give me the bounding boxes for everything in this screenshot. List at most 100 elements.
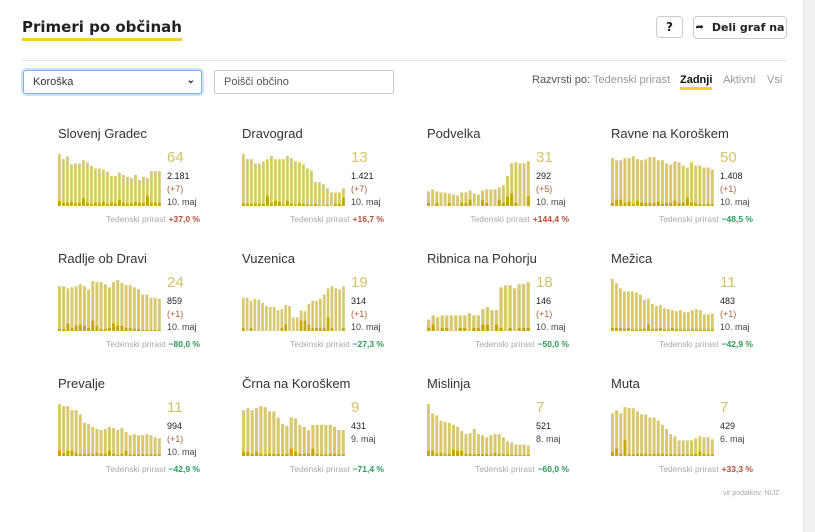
municipality-card[interactable]: Slovenj Gradec 64 2.181 (+7) 10. maj Tedenski… <box>58 126 238 236</box>
share-button[interactable]: ➦ Deli graf na <box>693 16 787 39</box>
last-date: 10. maj <box>351 197 381 207</box>
municipality-card[interactable]: Mežica 11 483 (+1) 10. maj Tedenski prirast −4… <box>611 251 791 361</box>
sparkline-bar-recent <box>640 453 644 456</box>
sparkline-bar <box>627 408 631 456</box>
sparkline-bar-recent <box>102 201 105 206</box>
municipality-card[interactable]: Muta 7 429 6. maj Tedenski prirast +33,3 % <box>611 376 791 486</box>
municipality-card[interactable]: Ribnica na Pohorju 18 146 (+1) 10. maj Tedens… <box>427 251 607 361</box>
sparkline-bar-recent <box>623 440 627 456</box>
sparkline-bar <box>149 297 153 331</box>
sparkline-bar <box>157 298 161 331</box>
sparkline-bar-recent <box>673 454 677 456</box>
weekly-growth: Tedenski prirast −27,3 % <box>290 339 384 349</box>
sparkline-bar-recent <box>116 325 120 331</box>
sparkline-bar <box>257 299 261 331</box>
sort-option-latest[interactable]: Zadnji <box>680 74 713 90</box>
sparkline-bar-recent <box>66 202 69 206</box>
sparkline-bar-recent <box>141 454 145 456</box>
sparkline-bar <box>314 182 317 206</box>
sparkline-bar <box>436 317 440 331</box>
sparkline-bar <box>258 163 261 206</box>
sparkline-bar <box>652 417 656 456</box>
sparkline-bar-recent <box>675 328 678 331</box>
active-cases: 18 <box>536 274 553 291</box>
sparkline-bar-recent <box>250 203 253 206</box>
sparkline-bar <box>427 191 430 206</box>
sparkline-bar <box>328 424 332 456</box>
sparkline-bar-recent <box>310 204 313 206</box>
sparkline-bar-recent <box>149 329 153 331</box>
sparkline-bar <box>635 292 638 331</box>
sparkline-bar <box>517 284 521 331</box>
municipality-card[interactable]: Vuzenica 19 314 (+1) 10. maj Tedenski prirast… <box>242 251 422 361</box>
sparkline-bar <box>468 190 472 206</box>
municipality-search-input[interactable]: Poišči občino <box>214 70 394 94</box>
sparkline-bar <box>242 297 245 331</box>
daily-delta: (+1) <box>167 309 184 319</box>
sparkline-bar-recent <box>681 202 685 206</box>
sparkline-bar <box>615 283 618 331</box>
sparkline-bar <box>683 312 686 331</box>
sparkline-bar <box>456 426 460 456</box>
sparkline-bar-recent <box>655 328 658 331</box>
sparkline-bar-recent <box>652 202 656 206</box>
sparkline-bar <box>447 422 451 456</box>
sparkline-bar-recent <box>145 329 149 331</box>
sparkline-bar-recent <box>485 202 489 206</box>
sparkline-bar <box>103 284 107 331</box>
weekly-growth-value: −42,9 % <box>721 339 753 349</box>
municipality-card[interactable]: Črna na Koroškem 9 431 9. maj Tedenski prira… <box>242 376 422 486</box>
sparkline-bar-recent <box>631 203 635 206</box>
sort-option-weekly-growth[interactable]: Tedenski prirast <box>593 74 671 86</box>
sparkline-bar <box>503 285 508 331</box>
sparkline-bar-recent <box>510 193 514 206</box>
sparkline-bar <box>518 444 522 456</box>
sparkline-bar-recent <box>526 196 530 206</box>
sparkline-bar-recent <box>130 203 133 206</box>
sparkline-bar-recent <box>276 453 280 456</box>
sparkline-bar <box>497 434 501 456</box>
sparkline-bar <box>268 411 272 456</box>
municipality-card[interactable]: Podvelka 31 292 (+5) 10. maj Tedenski prirast… <box>427 126 607 236</box>
sparkline-bar-recent <box>294 451 298 456</box>
sort-option-active[interactable]: Aktivni <box>723 74 756 86</box>
sparkline-bar-recent <box>303 320 307 331</box>
sparkline-chart <box>611 156 714 206</box>
sparkline-bar <box>671 310 674 331</box>
sparkline-bar-recent <box>631 454 635 456</box>
municipality-card[interactable]: Mislinja 7 521 8. maj Tedenski prirast −60,0 … <box>427 376 607 486</box>
municipality-card[interactable]: Prevalje 11 994 (+1) 10. maj Tedenski prirast… <box>58 376 238 486</box>
sparkline-bar <box>512 288 517 331</box>
sparkline-bar <box>648 157 652 206</box>
weekly-growth-label: Tedenski prirast <box>106 464 166 474</box>
sparkline-bar-recent <box>242 203 245 206</box>
sparkline-bar <box>510 442 514 456</box>
sparkline-bar-recent <box>116 454 120 456</box>
sparkline-bar-recent <box>255 451 259 456</box>
sparkline-bar-recent <box>481 454 485 456</box>
municipality-card[interactable]: Ravne na Koroškem 50 1.408 (+1) 10. maj Teden… <box>611 126 791 236</box>
sparkline-bar-recent <box>338 203 341 206</box>
weekly-growth-label: Tedenski prirast <box>659 214 719 224</box>
sparkline-bar <box>472 193 476 206</box>
sparkline-bar <box>157 438 161 456</box>
active-cases: 64 <box>167 149 184 166</box>
active-cases: 11 <box>167 399 183 416</box>
sparkline-bar-recent <box>643 328 646 331</box>
page-scrollbar[interactable] <box>803 0 815 532</box>
sparkline-chart <box>58 404 161 456</box>
weekly-growth-label: Tedenski prirast <box>475 464 535 474</box>
region-select[interactable]: Koroška ⌄ <box>23 70 202 94</box>
sparkline-bar <box>679 310 682 331</box>
municipality-card[interactable]: Dravograd 13 1.421 (+7) 10. maj Tedenski prir… <box>242 126 422 236</box>
total-cases: 521 <box>536 421 552 431</box>
sparkline-bar <box>82 422 86 456</box>
municipality-name: Slovenj Gradec <box>58 126 147 141</box>
municipality-card[interactable]: Radlje ob Dravi 24 859 (+1) 10. maj Tedenski … <box>58 251 238 361</box>
help-button[interactable]: ? <box>656 16 683 38</box>
sparkline-bar-recent <box>281 454 285 456</box>
municipality-name: Prevalje <box>58 376 105 391</box>
sparkline-bar-recent <box>70 327 74 331</box>
sparkline-bar <box>74 163 77 206</box>
sort-option-all[interactable]: Vsi <box>767 74 783 86</box>
